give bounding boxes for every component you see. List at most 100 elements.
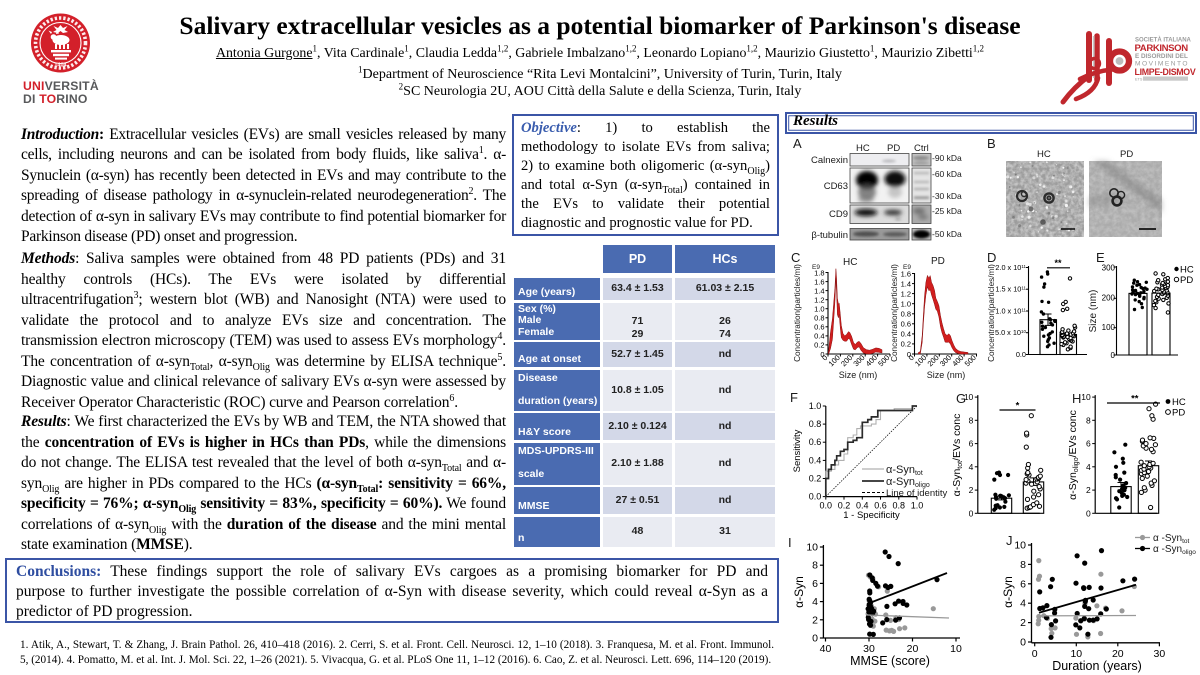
svg-text:PD: PD <box>1120 149 1133 160</box>
svg-text:Ctrl: Ctrl <box>914 143 929 154</box>
svg-text:8: 8 <box>812 560 818 572</box>
svg-text:-25 kDa: -25 kDa <box>932 206 962 216</box>
svg-text:*: * <box>1016 401 1020 412</box>
svg-text:300: 300 <box>1102 264 1116 273</box>
svg-text:6: 6 <box>1020 578 1026 590</box>
svg-text:1.0: 1.0 <box>809 401 822 411</box>
svg-text:α-Synoligo/EVs conc: α-Synoligo/EVs conc <box>1067 410 1080 500</box>
svg-text:0: 0 <box>1032 648 1038 660</box>
svg-text:CD9: CD9 <box>829 209 848 220</box>
svg-text:α-Syntot/EVs conc: α-Syntot/EVs conc <box>951 414 964 497</box>
svg-text:E9: E9 <box>812 264 820 271</box>
svg-text:0: 0 <box>1020 637 1026 649</box>
svg-text:1.4: 1.4 <box>814 286 824 295</box>
svg-text:0: 0 <box>907 350 911 359</box>
svg-text:1.5 x 1011: 1.5 x 1011 <box>995 285 1026 294</box>
svg-text:1 - Specificity: 1 - Specificity <box>843 510 900 521</box>
svg-text:10: 10 <box>950 643 962 655</box>
svg-text:Size (nm): Size (nm) <box>927 370 966 380</box>
svg-text:-30 kDa: -30 kDa <box>932 191 962 201</box>
svg-text:1.0: 1.0 <box>901 300 911 309</box>
svg-text:-50 kDa: -50 kDa <box>932 229 962 239</box>
svg-text:D: D <box>987 250 996 265</box>
svg-text:30: 30 <box>863 643 875 655</box>
svg-text:4: 4 <box>1020 598 1026 610</box>
svg-text:500: 500 <box>963 353 978 368</box>
svg-text:10: 10 <box>1014 540 1026 552</box>
svg-text:8: 8 <box>1020 559 1026 571</box>
svg-text:PD: PD <box>887 143 900 154</box>
svg-text:Size (nm): Size (nm) <box>1088 290 1099 333</box>
svg-text:0: 0 <box>1111 351 1116 360</box>
svg-text:1.0: 1.0 <box>911 501 924 511</box>
svg-text:LIMPE-DISMOV: LIMPE-DISMOV <box>1135 67 1196 77</box>
svg-text:α-Syn: α-Syn <box>792 576 806 608</box>
svg-text:0.0: 0.0 <box>809 492 822 502</box>
svg-text:0: 0 <box>1086 508 1091 518</box>
svg-text:0.4: 0.4 <box>856 501 869 511</box>
svg-text:MMSE (score): MMSE (score) <box>850 654 930 668</box>
svg-text:0.8: 0.8 <box>814 314 824 323</box>
svg-text:C: C <box>791 250 800 265</box>
svg-text:Size (nm): Size (nm) <box>839 370 878 380</box>
svg-text:6: 6 <box>1086 439 1091 449</box>
svg-text:HC: HC <box>843 257 857 268</box>
svg-text:α-Syn: α-Syn <box>1001 576 1015 608</box>
svg-text:8: 8 <box>969 415 974 425</box>
svg-text:0: 0 <box>812 633 818 645</box>
svg-text:HC: HC <box>1180 265 1194 276</box>
svg-text:**: ** <box>1131 394 1139 405</box>
svg-text:10: 10 <box>1070 648 1082 660</box>
svg-text:10: 10 <box>806 542 818 554</box>
svg-text:0.8: 0.8 <box>809 419 822 429</box>
svg-text:Concentration(particles/ml): Concentration(particles/ml) <box>987 264 996 362</box>
svg-text:SOCIETÀ ITALIANA: SOCIETÀ ITALIANA <box>1135 37 1192 44</box>
svg-text:1.2: 1.2 <box>814 296 824 305</box>
svg-text:1.8: 1.8 <box>814 268 824 277</box>
svg-text:0.6: 0.6 <box>901 320 911 329</box>
svg-text:F: F <box>790 390 798 405</box>
svg-text:1.0: 1.0 <box>814 305 824 314</box>
svg-text:1.6: 1.6 <box>814 277 824 286</box>
svg-text:4: 4 <box>812 596 818 608</box>
svg-text:0.2: 0.2 <box>814 341 824 350</box>
svg-text:1.2: 1.2 <box>901 289 911 298</box>
svg-text:J: J <box>1006 533 1013 548</box>
svg-text:1.0 x 1011: 1.0 x 1011 <box>995 307 1026 316</box>
svg-text:G: G <box>956 391 966 406</box>
svg-text:0: 0 <box>969 508 974 518</box>
svg-text:α -Synoligo: α -Synoligo <box>1153 544 1196 556</box>
svg-text:4: 4 <box>1086 462 1091 472</box>
svg-text:Duration (years): Duration (years) <box>1052 659 1142 673</box>
svg-text:2: 2 <box>1086 485 1091 495</box>
svg-text:α -Syntot: α -Syntot <box>1153 533 1190 545</box>
svg-text:0.8: 0.8 <box>893 501 906 511</box>
svg-text:I: I <box>788 535 792 550</box>
svg-text:2: 2 <box>1020 617 1026 629</box>
svg-text:CD63: CD63 <box>824 181 848 192</box>
svg-text:40: 40 <box>820 643 832 655</box>
svg-text:PD: PD <box>1172 408 1185 419</box>
svg-text:Calnexin: Calnexin <box>811 155 848 166</box>
svg-text:E DISORDINI DEL: E DISORDINI DEL <box>1135 53 1188 60</box>
svg-text:30: 30 <box>1154 648 1166 660</box>
svg-text:PD: PD <box>1180 275 1193 286</box>
svg-text:10: 10 <box>1081 392 1091 402</box>
svg-text:HC: HC <box>856 143 870 154</box>
svg-text:8: 8 <box>1086 415 1091 425</box>
svg-text:Concentration(particles/ml): Concentration(particles/ml) <box>890 264 899 362</box>
svg-text:0: 0 <box>907 353 916 362</box>
svg-text:0.4: 0.4 <box>901 330 911 339</box>
svg-text:-90 kDa: -90 kDa <box>932 153 962 163</box>
svg-text:1.4: 1.4 <box>901 279 911 288</box>
svg-text:B: B <box>987 136 996 151</box>
svg-text:0.6: 0.6 <box>809 437 822 447</box>
svg-text:100: 100 <box>1102 323 1116 332</box>
svg-text:20: 20 <box>1112 648 1124 660</box>
svg-text:HC: HC <box>1172 397 1186 408</box>
svg-text:0.0: 0.0 <box>820 501 833 511</box>
svg-text:HC: HC <box>1037 149 1051 160</box>
svg-text:2: 2 <box>969 485 974 495</box>
svg-text:PARKINSON: PARKINSON <box>1135 43 1189 54</box>
svg-text:H: H <box>1072 391 1081 406</box>
